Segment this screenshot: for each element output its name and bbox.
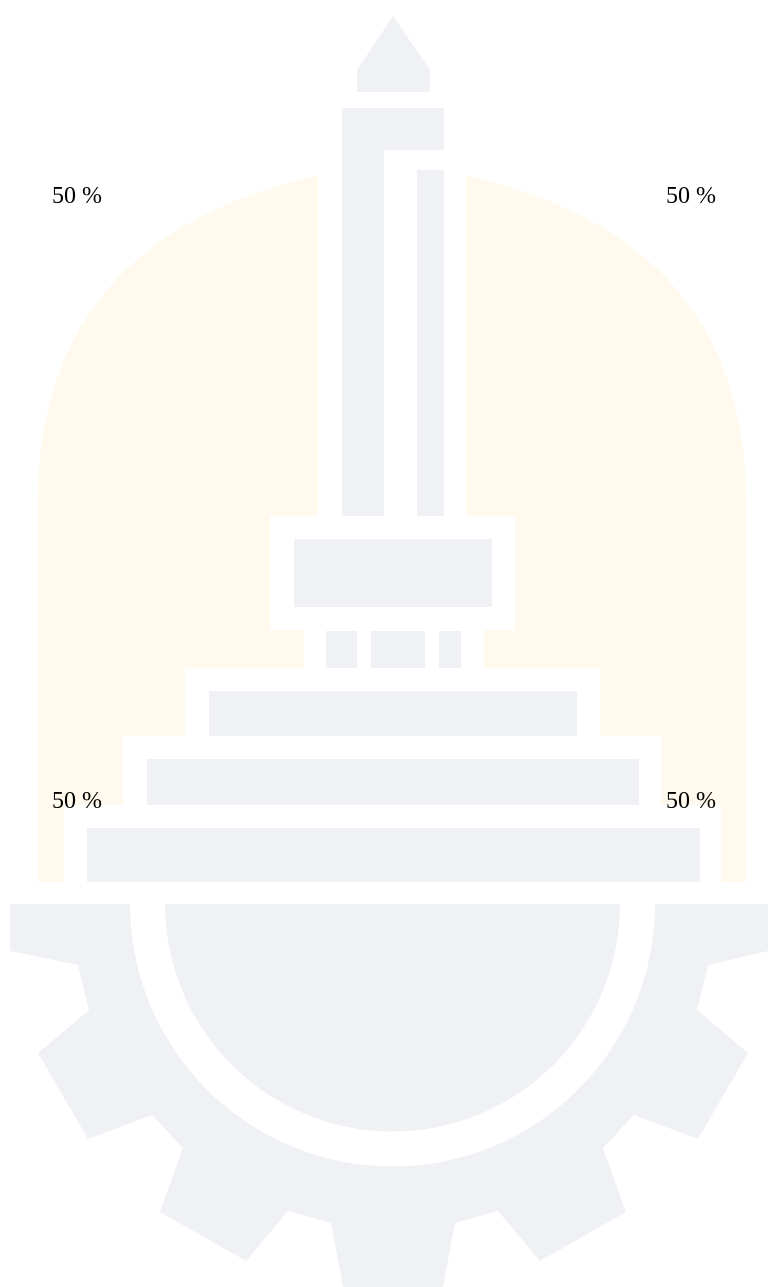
base-tier-3 <box>87 828 700 882</box>
percent-label-top-left: 50 % <box>52 183 102 209</box>
base-tier-2 <box>147 759 639 805</box>
gear <box>10 904 768 1287</box>
percent-label-bottom-left: 50 % <box>52 788 102 814</box>
gear-inner-disc <box>165 904 620 1132</box>
monument-column-inner <box>417 170 444 516</box>
pillar-2 <box>371 631 425 668</box>
pillar-1 <box>326 631 357 668</box>
percent-label-bottom-right: 50 % <box>666 788 716 814</box>
pillar-3 <box>439 631 461 668</box>
monument-tip <box>357 16 430 92</box>
monument-block <box>294 539 492 607</box>
percent-label-top-right: 50 % <box>666 183 716 209</box>
monument-column <box>342 108 444 516</box>
base-tier-1 <box>209 691 577 736</box>
